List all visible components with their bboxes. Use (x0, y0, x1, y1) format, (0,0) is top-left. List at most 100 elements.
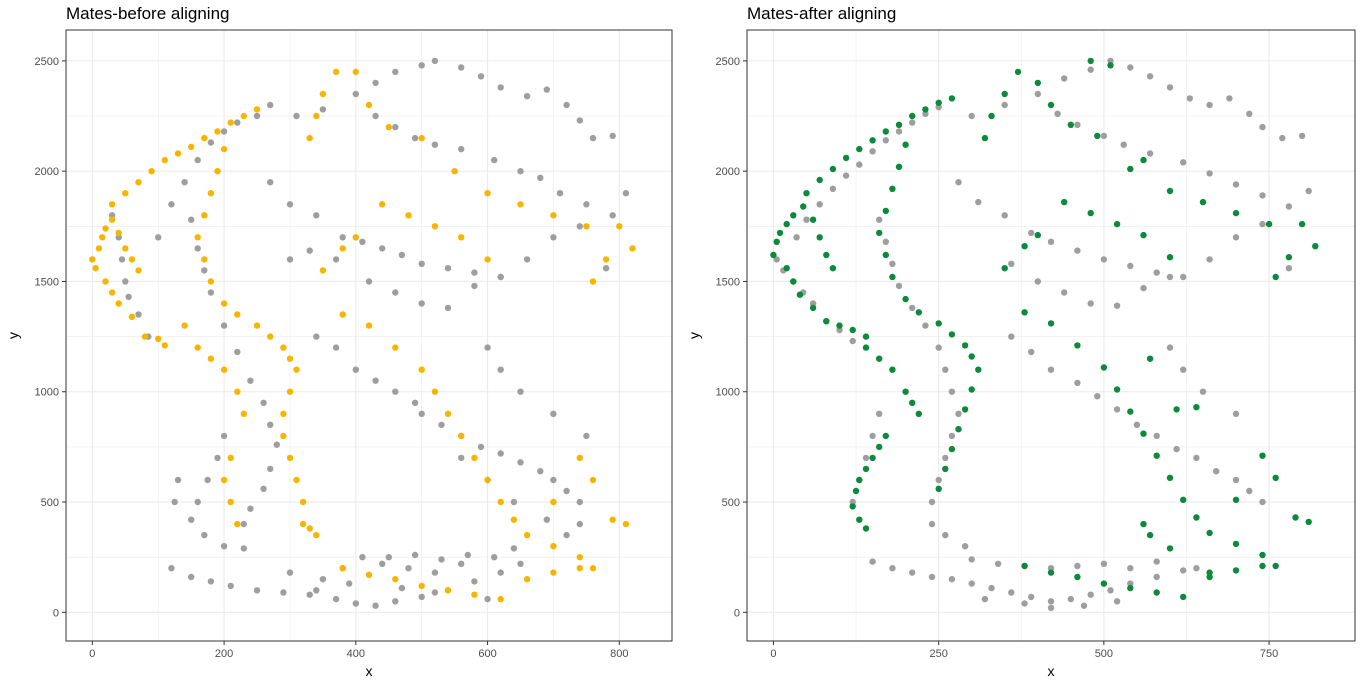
scatter-point (842, 154, 850, 162)
scatter-point (1113, 386, 1121, 393)
scatter-point (477, 443, 485, 451)
scatter-point (1292, 514, 1299, 521)
scatter-point (1061, 198, 1068, 206)
scatter-point (1140, 284, 1147, 292)
scatter-point (431, 223, 439, 230)
scatter-point (207, 139, 215, 146)
scatter-point (471, 591, 478, 598)
scatter-point (253, 322, 261, 329)
scatter-point (869, 558, 876, 565)
scatter-point (948, 331, 956, 338)
scatter-point (122, 278, 129, 285)
scatter-point (352, 68, 359, 76)
scatter-point (961, 406, 969, 413)
x-tick-label: 800 (610, 648, 628, 660)
scatter-chart-before: Mates-before aligning 0 200 400 600 800 0 500 10… (5, 4, 673, 679)
scatter-point (1087, 591, 1094, 598)
x-axis-title: x (1048, 663, 1055, 679)
scatter-point (1140, 156, 1147, 164)
scatter-point (194, 156, 201, 164)
y-tick-label: 2000 (35, 166, 59, 178)
scatter-point (1259, 551, 1266, 559)
scatter-point (523, 576, 531, 583)
scatter-point (823, 251, 830, 259)
scatter-point (1047, 320, 1055, 327)
scatter-point (1080, 602, 1088, 609)
scatter-point (431, 141, 439, 148)
chart-panel-after: Mates-after aligning 0 250 500 750 0 500 1000 15… (681, 0, 1363, 683)
scatter-point (948, 95, 956, 102)
scatter-point (201, 256, 208, 263)
scatter-point (379, 201, 386, 208)
scatter-point (372, 602, 379, 609)
scatter-point (902, 141, 909, 148)
scatter-point (1001, 265, 1008, 272)
scatter-point (214, 168, 221, 175)
scatter-point (497, 595, 504, 603)
scatter-point (1265, 220, 1273, 228)
scatter-point (517, 388, 524, 395)
scatter-point (629, 245, 636, 252)
scatter-point (458, 454, 465, 462)
scatter-point (418, 366, 425, 373)
scatter-point (102, 225, 109, 232)
scatter-point (234, 311, 241, 318)
scatter-point (543, 516, 550, 523)
scatter-point (148, 168, 155, 175)
scatter-point (207, 289, 215, 296)
scatter-point (108, 212, 116, 219)
scatter-point (161, 342, 168, 349)
scatter-point (372, 377, 379, 384)
scatter-point (240, 112, 247, 120)
scatter-point (563, 101, 570, 109)
scatter-point (444, 304, 452, 312)
scatter-point (95, 245, 103, 252)
scatter-point (1180, 593, 1187, 601)
scatter-point (411, 399, 419, 406)
scatter-point (862, 344, 870, 351)
scatter-point (1272, 474, 1279, 481)
scatter-point (220, 476, 228, 484)
scatter-point (902, 295, 909, 303)
scatter-point (385, 554, 392, 561)
scatter-point (800, 203, 807, 210)
scatter-point (1305, 518, 1312, 526)
scatter-point (1166, 273, 1174, 281)
scatter-point (497, 498, 504, 506)
scatter-point (988, 584, 995, 592)
panel-border (746, 29, 1356, 642)
scatter-point (1047, 101, 1055, 109)
scatter-point (207, 578, 215, 585)
scatter-point (1113, 220, 1121, 228)
scatter-point (823, 318, 830, 325)
scatter-point (1127, 165, 1134, 173)
scatter-point (497, 273, 504, 281)
scatter-point (1180, 273, 1187, 281)
scatter-point (313, 112, 320, 120)
scatter-point (1001, 90, 1008, 98)
scatter-point (234, 388, 241, 395)
scatter-point (458, 145, 465, 153)
scatter-point (928, 573, 936, 581)
scatter-point (1153, 432, 1160, 440)
scatter-point (975, 198, 982, 206)
scatter-point (1094, 393, 1101, 400)
series-1 (89, 68, 636, 603)
scatter-point (803, 216, 810, 223)
scatter-point (128, 313, 136, 320)
scatter-point (1100, 132, 1108, 140)
scatter-point (955, 426, 962, 433)
scatter-point (1113, 406, 1121, 413)
scatter-point (1021, 309, 1028, 316)
scatter-point (829, 165, 837, 173)
scatter-point (589, 278, 597, 285)
scatter-point (922, 322, 929, 329)
scatter-point (385, 123, 392, 131)
scatter-point (1127, 64, 1134, 71)
scatter-point (1113, 302, 1121, 309)
scatter-point (306, 591, 313, 598)
scatter-point (1298, 220, 1306, 228)
scatter-point (181, 179, 188, 186)
scatter-point (1259, 220, 1266, 228)
scatter-point (201, 267, 208, 274)
